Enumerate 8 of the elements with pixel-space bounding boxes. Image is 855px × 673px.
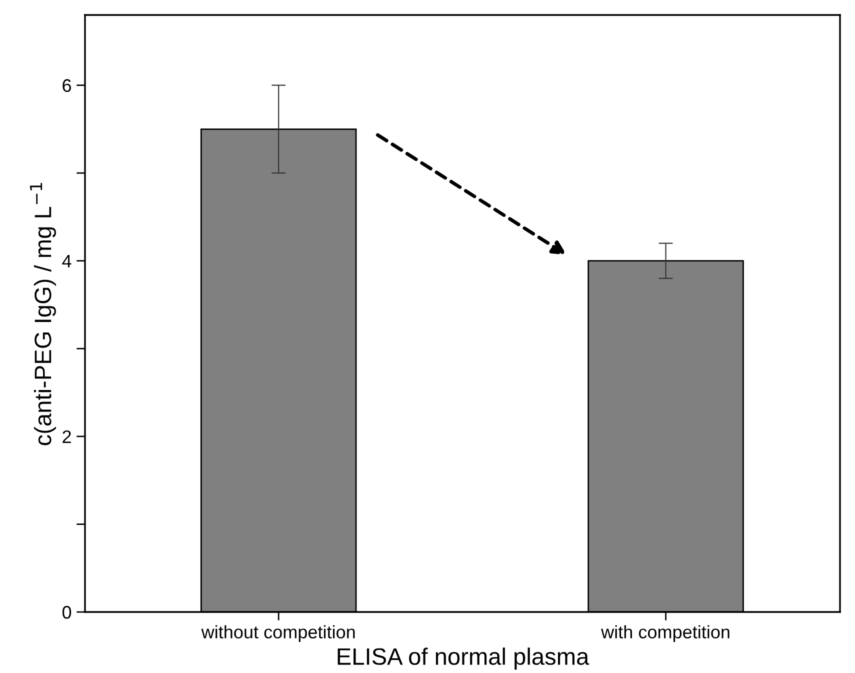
- y-tick-label: 0: [62, 606, 72, 619]
- y-tick-label: 6: [62, 79, 72, 92]
- y-tick-label: 2: [62, 430, 71, 443]
- x-axis-title: ELISA of normal plasma: [338, 648, 590, 670]
- x-tick-label: without competition: [201, 625, 355, 642]
- y-tick-label: 4: [62, 254, 72, 268]
- x-tick-label: with competition: [601, 625, 730, 642]
- y-axis-title: c(anti-PEG IgG) / mg L$^{−1}$: [30, 183, 56, 446]
